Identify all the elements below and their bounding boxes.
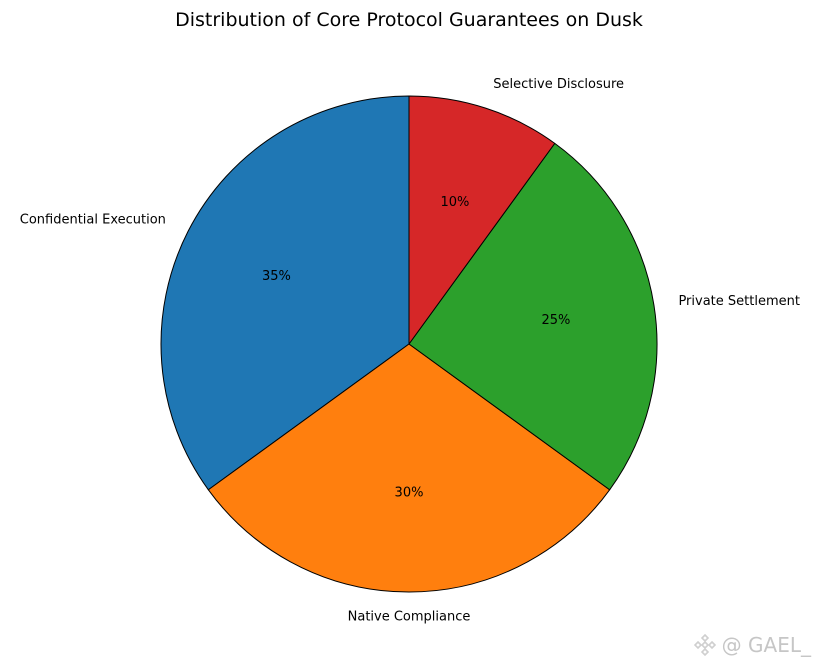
pie-category-label: Native Compliance	[348, 609, 471, 624]
pie-percent-label: 35%	[262, 269, 291, 284]
watermark-text: @ GAEL_	[721, 633, 811, 657]
slices-layer	[160, 95, 658, 593]
pie-percent-label: 25%	[542, 313, 571, 328]
pie-slice-native-compliance	[207, 343, 611, 593]
watermark: @ GAEL_	[693, 633, 811, 657]
chart-title: Distribution of Core Protocol Guarantees…	[175, 9, 643, 31]
pie-slice-selective-disclosure	[408, 95, 556, 345]
pie-slice-confidential-execution	[160, 95, 410, 491]
diamond-logo-icon	[693, 633, 716, 657]
pie-percent-label: 10%	[441, 195, 470, 210]
pie-category-label: Confidential Execution	[20, 213, 166, 228]
pie-percent-label: 30%	[395, 485, 424, 500]
pie-category-label: Private Settlement	[678, 294, 800, 309]
labels-layer: 35% Confidential Execution 30% Native Compl…	[20, 77, 800, 624]
pie-slice-private-settlement	[408, 142, 658, 491]
pie-category-label: Selective Disclosure	[493, 77, 624, 92]
